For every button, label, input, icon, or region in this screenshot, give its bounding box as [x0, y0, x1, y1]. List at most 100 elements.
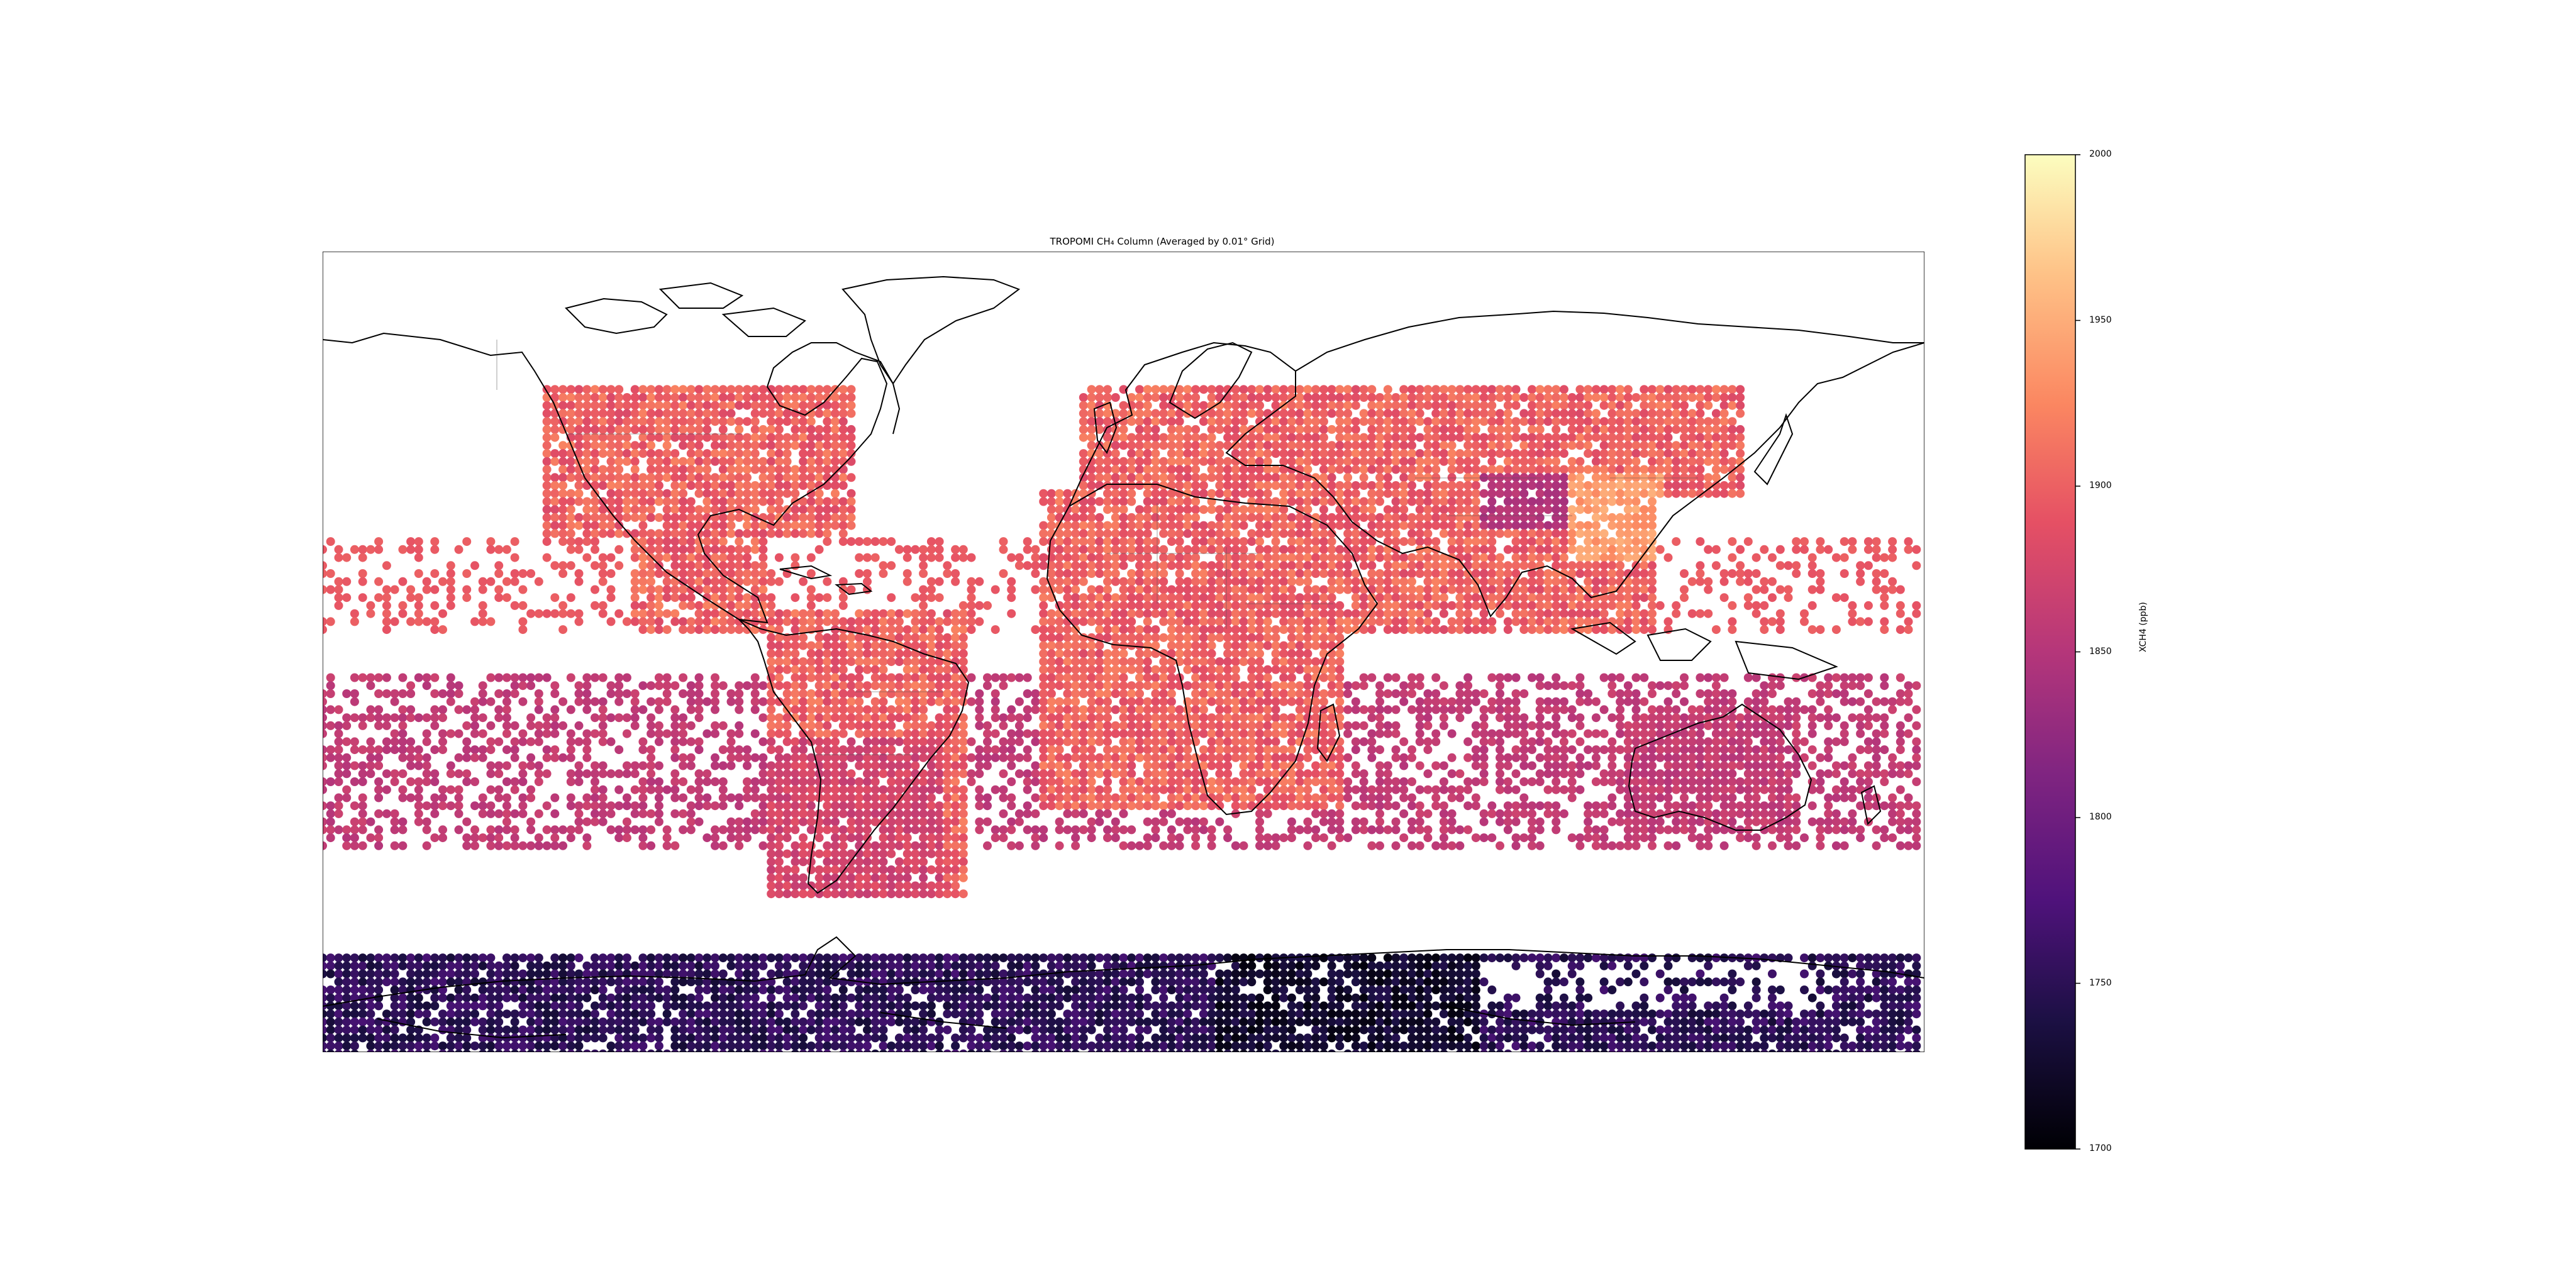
data-cell	[991, 705, 1000, 714]
data-cell	[1119, 441, 1128, 450]
data-cell	[566, 593, 575, 602]
data-cell	[750, 489, 760, 498]
data-cell	[670, 417, 680, 426]
data-cell	[342, 577, 352, 586]
data-cell	[1423, 545, 1433, 554]
data-cell	[1752, 553, 1761, 562]
data-cell	[823, 697, 832, 706]
data-cell	[806, 673, 816, 682]
data-cell	[1071, 521, 1080, 530]
data-cell	[1503, 721, 1513, 730]
data-cell	[1455, 409, 1465, 418]
data-cell	[1159, 577, 1169, 586]
data-cell	[1375, 593, 1384, 602]
data-cell	[1784, 713, 1793, 723]
data-cell	[718, 577, 728, 586]
data-cell	[326, 617, 335, 626]
data-cell	[1303, 489, 1313, 498]
data-cell	[791, 553, 800, 562]
data-cell	[1327, 401, 1336, 410]
data-cell	[1623, 529, 1633, 538]
data-cell	[1119, 473, 1128, 482]
data-cell	[911, 617, 920, 626]
data-cell	[638, 577, 648, 586]
data-cell	[1559, 601, 1568, 610]
data-cell	[1279, 665, 1289, 674]
data-cell	[1680, 697, 1689, 706]
data-cell	[767, 649, 776, 658]
data-cell	[1736, 457, 1745, 466]
data-cell	[662, 457, 672, 466]
data-cell	[1127, 601, 1136, 610]
data-cell	[542, 433, 552, 442]
data-cell	[1103, 721, 1112, 730]
data-cell	[1263, 569, 1272, 578]
data-cell	[1303, 481, 1313, 490]
data-cell	[1743, 713, 1753, 723]
data-cell	[1736, 433, 1745, 442]
data-cell	[1599, 529, 1609, 538]
data-cell	[1471, 697, 1480, 706]
data-cell	[638, 537, 648, 547]
data-cell	[1031, 569, 1040, 578]
data-cell	[1463, 553, 1473, 562]
data-cell	[1655, 409, 1665, 418]
data-cell	[887, 609, 896, 618]
data-cell	[1135, 713, 1144, 723]
data-cell	[1303, 609, 1313, 618]
data-cell	[582, 513, 592, 522]
data-cell	[782, 385, 792, 394]
data-cell	[814, 681, 824, 691]
data-cell	[1087, 689, 1096, 698]
data-cell	[647, 577, 656, 586]
data-cell	[1111, 449, 1120, 458]
data-cell	[1407, 521, 1416, 530]
data-cell	[767, 497, 776, 506]
data-cell	[935, 665, 944, 674]
data-cell	[1591, 585, 1601, 594]
data-cell	[1215, 481, 1224, 490]
data-cell	[1391, 513, 1401, 522]
data-cell	[1119, 513, 1128, 522]
data-cell	[502, 673, 511, 682]
data-cell	[694, 505, 704, 514]
data-cell	[1503, 497, 1513, 506]
data-cell	[1696, 713, 1705, 723]
data-cell	[1463, 585, 1473, 594]
data-cell	[1215, 409, 1224, 418]
data-cell	[382, 561, 391, 570]
data-cell	[855, 609, 864, 618]
data-cell	[1535, 433, 1545, 442]
data-cell	[919, 657, 928, 667]
data-cell	[1327, 665, 1336, 674]
data-cell	[1007, 609, 1016, 618]
data-cell	[358, 593, 367, 602]
data-cell	[1640, 465, 1649, 474]
data-cell	[1567, 417, 1577, 426]
data-cell	[1175, 473, 1184, 482]
data-cell	[1063, 681, 1072, 691]
data-cell	[662, 585, 672, 594]
data-cell	[1207, 601, 1216, 610]
data-cell	[1167, 409, 1176, 418]
data-cell	[1511, 561, 1521, 570]
data-cell	[1335, 385, 1345, 394]
data-cell	[1103, 729, 1112, 738]
data-cell	[1263, 625, 1272, 635]
data-cell	[1439, 433, 1448, 442]
data-cell	[806, 457, 816, 466]
data-cell	[1327, 545, 1336, 554]
data-cell	[1367, 537, 1377, 547]
data-cell	[1351, 449, 1360, 458]
data-cell	[894, 681, 904, 691]
data-cell	[382, 713, 391, 723]
data-cell	[1552, 609, 1561, 618]
data-cell	[1455, 425, 1465, 434]
data-cell	[1631, 505, 1641, 514]
data-cell	[1856, 569, 1865, 578]
data-cell	[1496, 593, 1504, 602]
data-cell	[1528, 401, 1536, 410]
data-cell	[726, 569, 736, 578]
data-cell	[1215, 449, 1224, 458]
data-cell	[638, 617, 648, 626]
